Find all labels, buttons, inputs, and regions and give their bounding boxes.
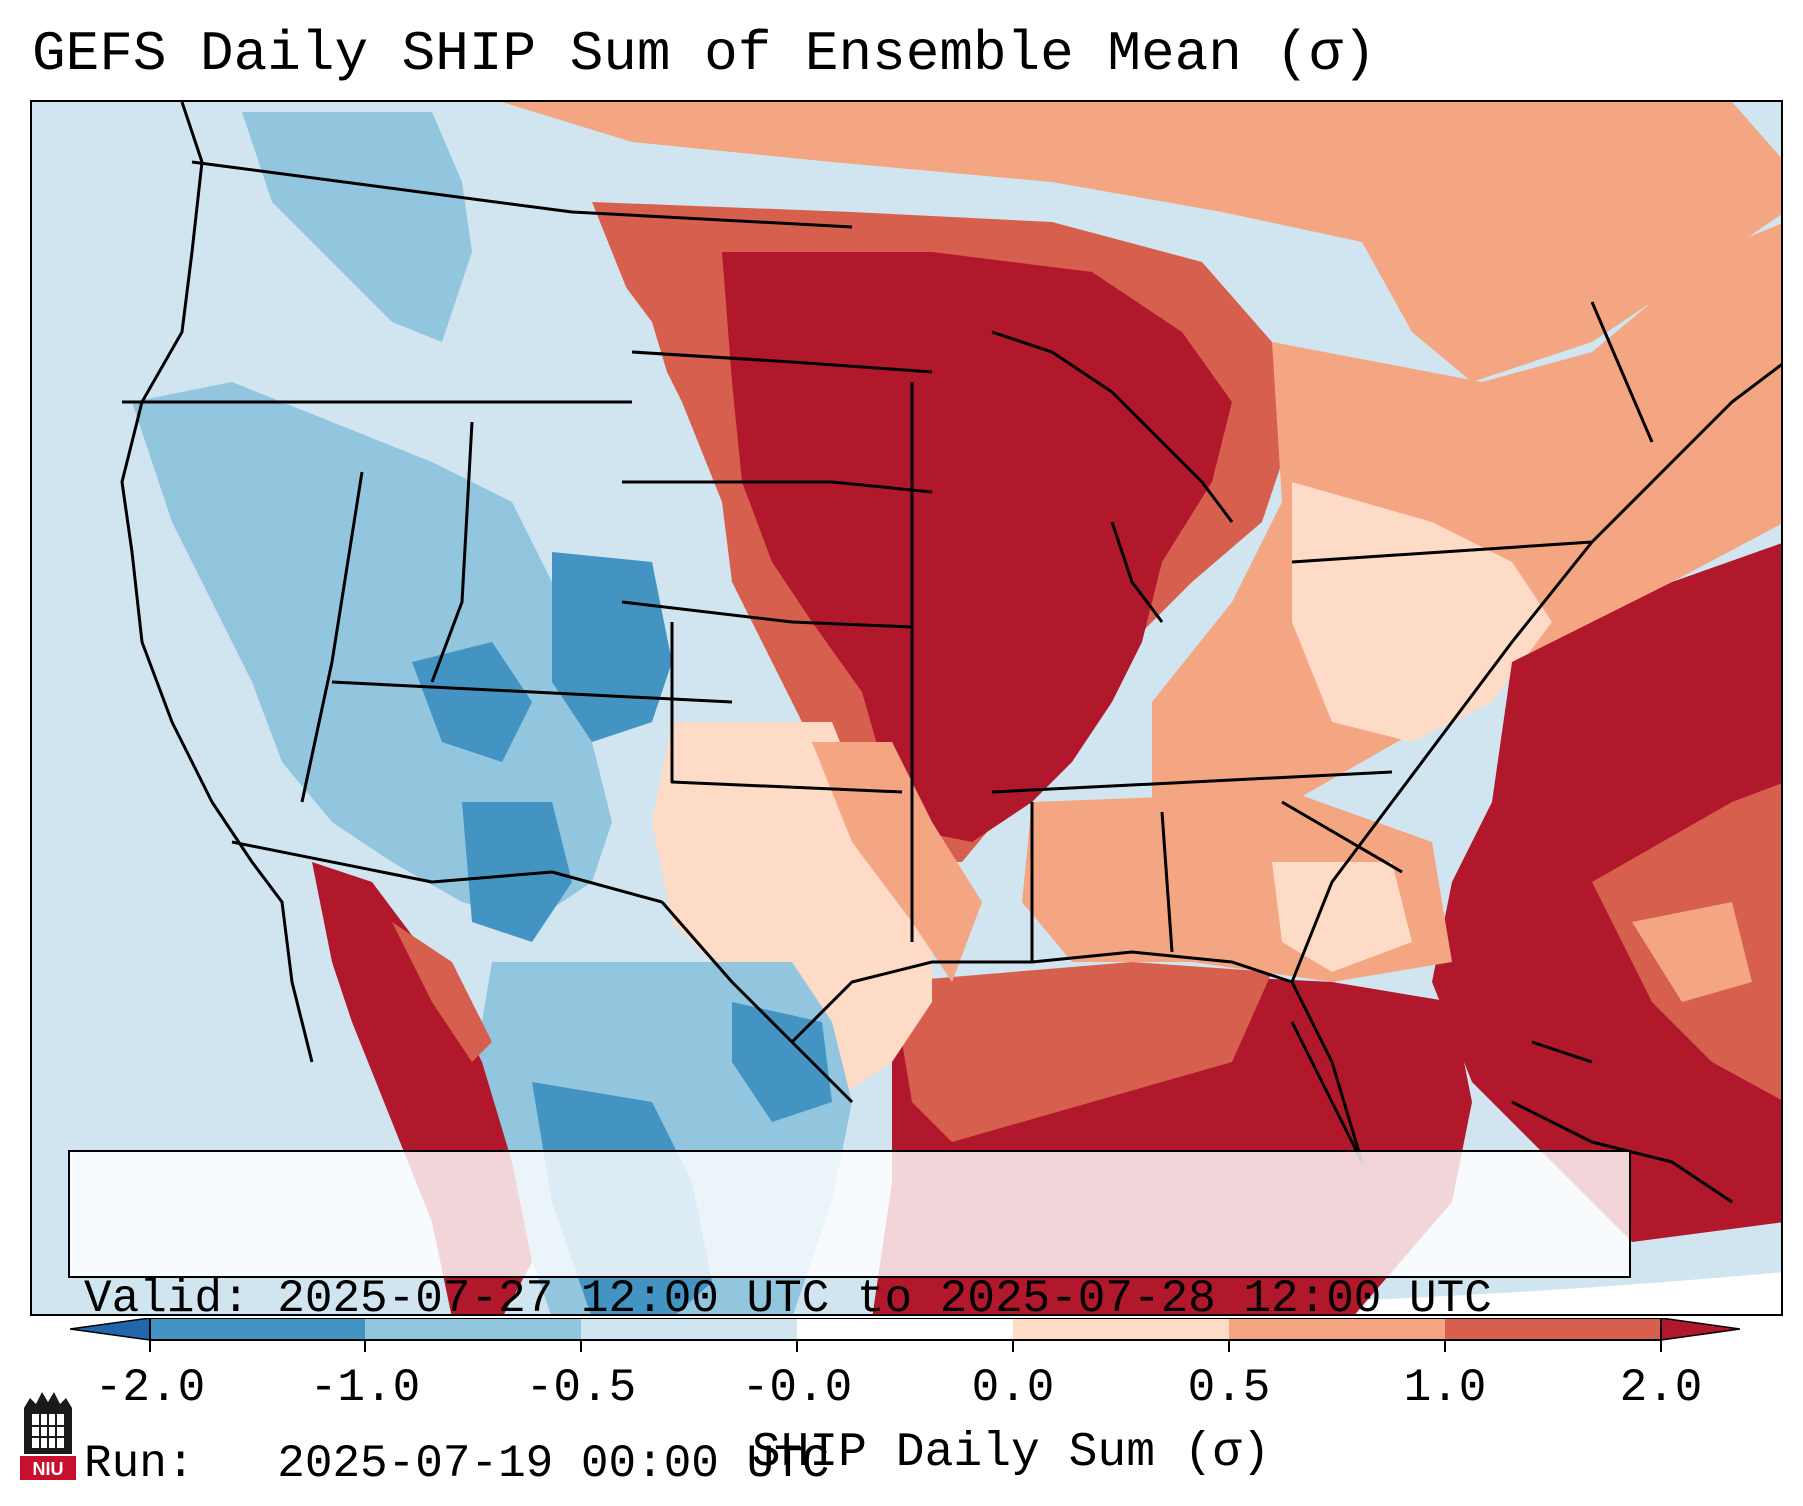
colorbar-segment-5: [1013, 1318, 1229, 1340]
border-alabama: [1160, 811, 1174, 953]
colorbar-segment-1: [150, 1318, 365, 1340]
logo-text: NIU: [33, 1459, 64, 1479]
valid-run-info-box: Valid: 2025-07-27 12:00 UTC to 2025-07-2…: [68, 1150, 1631, 1490]
bahamas-outline: [1531, 1040, 1593, 1064]
field-region-midwest-extreme: [722, 252, 1232, 842]
field-region-utah-dark-blue: [412, 642, 532, 762]
colorbar-segment-7: [1445, 1318, 1661, 1340]
colorbar-segment-6: [1229, 1318, 1445, 1340]
border-new-england: [1590, 301, 1654, 443]
colorbar: [70, 1318, 1740, 1352]
border-carolinas: [1281, 800, 1403, 874]
border-nd-sd: [631, 350, 933, 374]
colorbar-tick-label: -1.0: [309, 1362, 421, 1414]
field-region-northwest-blue: [242, 112, 472, 342]
colorbar-segment-3: [581, 1318, 797, 1340]
east-coastline: [1290, 363, 1781, 983]
colorbar-extend-high: [1660, 1318, 1740, 1341]
map-panel: [30, 100, 1783, 1316]
field-region-oklahoma-moderate: [812, 742, 982, 982]
us-canada-border: [191, 160, 853, 229]
map-svg: [32, 102, 1781, 1314]
colorbar-tick-label: 0.0: [971, 1362, 1055, 1414]
colorbar-extend-low: [70, 1318, 151, 1341]
colorbar-tick-label: -2.0: [94, 1362, 206, 1414]
field-region-great-basin-blue: [132, 382, 612, 922]
great-lakes-shore: [991, 330, 1234, 523]
field-region-gulf-high: [892, 962, 1272, 1142]
colorbar-segment-2: [365, 1318, 581, 1340]
border-sd-ne: [622, 480, 933, 494]
field-region-arizona-dark-blue: [462, 802, 572, 942]
border-ks: [621, 600, 913, 629]
border-tn-kentucky: [991, 770, 1393, 794]
field-region-texas-dark-blue: [732, 1002, 832, 1122]
colorbar-tick-label: 1.0: [1403, 1362, 1487, 1414]
field-region-sonora-high: [392, 922, 492, 1062]
rio-grande: [660, 901, 854, 1104]
colorbar-label: SHIP Daily Sum (σ): [751, 1426, 1271, 1480]
colorbar-tick-label: 0.5: [1187, 1362, 1271, 1414]
colorbar-tick-label: 2.0: [1619, 1362, 1703, 1414]
map-title: GEFS Daily SHIP Sum of Ensemble Mean (σ): [32, 22, 1377, 86]
colorbar-tick-label: -0.5: [525, 1362, 637, 1414]
cuba-outline: [1511, 1100, 1733, 1204]
colorbar-tick-label: -0.0: [741, 1362, 853, 1414]
us-mexico-border: [231, 840, 663, 904]
border-pennsylvania: [1291, 540, 1593, 564]
valid-time-line: Valid: 2025-07-27 12:00 UTC to 2025-07-2…: [84, 1273, 1492, 1325]
colorbar-ticks: [149, 1340, 1662, 1352]
border-nevada: [300, 471, 364, 803]
field-region-northern-moderate: [502, 102, 1781, 382]
ship-field: [32, 102, 1781, 1314]
niu-logo-icon: NIU: [20, 1392, 76, 1480]
border-idaho: [430, 421, 474, 683]
border-ok: [670, 622, 903, 794]
lake-michigan-east-shore: [1110, 521, 1164, 623]
west-coastline: [120, 102, 314, 1063]
border-four-corners-row: [331, 680, 733, 704]
colorbar-segment-4: [797, 1318, 1013, 1340]
colorbar-outline: [149, 1318, 1662, 1341]
field-region-atlantic-moderate: [1632, 902, 1752, 1002]
run-time-line: Run: 2025-07-19 00:00 UTC: [84, 1438, 830, 1490]
